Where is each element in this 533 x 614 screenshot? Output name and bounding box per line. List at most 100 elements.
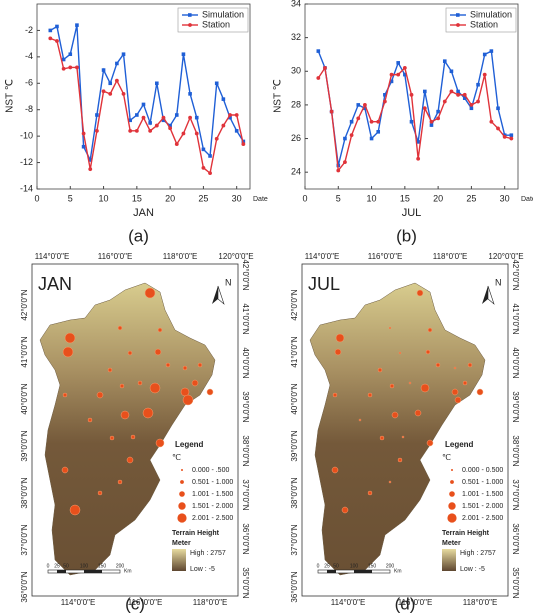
point <box>442 99 447 104</box>
point <box>409 119 414 124</box>
point <box>68 65 73 70</box>
station-dot <box>408 381 412 385</box>
legend-unit: ℃ <box>442 453 451 462</box>
point <box>496 126 500 131</box>
point <box>201 165 206 170</box>
longitude-label: 118°0'0"E <box>433 252 468 261</box>
y-tick-label: -14 <box>20 183 33 193</box>
legend-label: Simulation <box>470 9 512 19</box>
point <box>482 72 487 77</box>
station-dot <box>476 388 484 396</box>
longitude-label: 120°0'0"E <box>218 252 253 261</box>
point <box>416 156 421 161</box>
latitude-label: 38°0'0"N <box>290 477 299 508</box>
station-dot <box>165 362 171 368</box>
scale-label: 50 <box>333 563 339 569</box>
legend-class: 1.501 - 2.000 <box>462 503 503 510</box>
legend-class: 1.001 - 1.500 <box>462 491 503 498</box>
y-tick-label: -6 <box>25 78 33 88</box>
station-dot <box>120 410 130 420</box>
y-tick-label: -10 <box>20 131 33 141</box>
map-title: JUL <box>308 274 340 294</box>
latitude-label: 36°0'0"N <box>20 571 29 602</box>
y-tick-label: -8 <box>25 104 33 114</box>
scale-label: 200 <box>386 563 395 569</box>
latitude-label: 40°0'0"N <box>20 383 29 414</box>
legend-dot <box>449 491 455 497</box>
x-end-label: Date <box>253 196 268 203</box>
station-dot <box>367 490 373 496</box>
point <box>349 133 354 138</box>
panel-label: (b) <box>396 226 417 245</box>
station-dot <box>467 362 473 368</box>
point <box>174 113 179 117</box>
y-tick-label: 32 <box>291 32 301 42</box>
point <box>155 81 159 86</box>
station-dot <box>69 504 81 516</box>
scale-bar <box>57 570 66 573</box>
station-dot <box>137 380 143 386</box>
point <box>234 129 239 133</box>
legend-class: 2.001 - 2.500 <box>192 515 233 522</box>
point <box>188 92 192 96</box>
point <box>396 61 400 65</box>
point <box>329 109 334 114</box>
point <box>168 126 173 131</box>
latitude-label: 41°0'0"N <box>20 336 29 367</box>
latitude-label: 37°0'0"N <box>290 524 299 555</box>
point <box>194 115 199 120</box>
station-dot <box>398 351 402 355</box>
point <box>161 118 166 123</box>
point <box>509 133 514 137</box>
station-dot <box>453 366 457 370</box>
station-dot <box>96 391 104 399</box>
legend-dot <box>451 469 453 471</box>
north-arrow <box>482 286 488 304</box>
x-tick-label: 5 <box>68 193 73 203</box>
longitude-label: 118°0'0"E <box>193 598 228 607</box>
latitude-label: 41°0'0"N <box>241 303 250 334</box>
legend-class: 1.001 - 1.500 <box>192 491 233 498</box>
point <box>101 68 106 72</box>
point <box>161 115 166 120</box>
point <box>449 89 454 94</box>
station-dot <box>435 362 441 368</box>
scale-label: 100 <box>80 563 89 569</box>
legend-box <box>445 7 517 33</box>
station-dot <box>62 346 74 358</box>
station-dot <box>182 365 188 371</box>
point <box>429 123 434 127</box>
x-tick-label: 25 <box>466 193 476 203</box>
longitude-label: 118°0'0"E <box>463 598 498 607</box>
station-dot <box>206 388 214 396</box>
point <box>115 61 119 66</box>
legend-label: Simulation <box>202 9 244 19</box>
point <box>356 103 361 107</box>
station-dot <box>367 392 373 398</box>
point <box>221 123 226 128</box>
station-dot <box>426 439 434 447</box>
point <box>396 72 401 77</box>
legend-dot <box>450 480 454 484</box>
legend-label: Station <box>470 19 498 29</box>
station-dot <box>388 326 392 330</box>
station-dot <box>388 480 392 484</box>
y-axis-label: NST ℃ <box>273 79 284 113</box>
latitude-label: 39°0'0"N <box>511 391 520 422</box>
station-dot <box>119 383 125 389</box>
station-dot <box>157 327 163 333</box>
x-tick-label: 20 <box>433 193 443 203</box>
point <box>423 89 427 94</box>
point <box>201 147 206 152</box>
station-dot <box>454 396 462 404</box>
x-tick-label: 10 <box>367 193 377 203</box>
scale-label: 25 <box>324 563 330 569</box>
point <box>108 91 113 96</box>
north-arrow <box>212 286 218 304</box>
station-dot <box>64 332 76 344</box>
point <box>128 128 133 133</box>
point <box>95 128 99 133</box>
station-dot <box>87 417 93 423</box>
x-tick-label: 30 <box>232 193 242 203</box>
longitude-label: 114°0'0"E <box>331 598 366 607</box>
